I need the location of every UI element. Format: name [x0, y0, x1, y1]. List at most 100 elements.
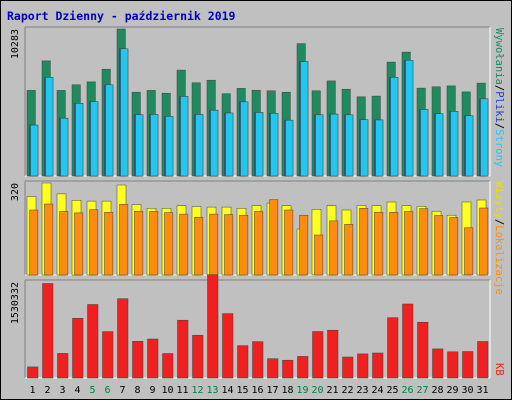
- bar-kb-day-31: [477, 341, 489, 379]
- bar-kb-day-23: [357, 353, 369, 379]
- bar-kb-day-18: [282, 359, 294, 379]
- x-tick-label-17: 17: [266, 385, 278, 396]
- bar-lokalizacje-day-4: [74, 212, 84, 276]
- bar-kb-day-12: [192, 334, 204, 379]
- bar-lokalizacje-day-15: [239, 214, 249, 276]
- bar-lokalizacje-day-19: [299, 214, 309, 276]
- x-tick-label-31: 31: [476, 385, 488, 396]
- bar-kb-day-2: [42, 283, 54, 379]
- mid-legend-item-0: Wizyty: [493, 181, 505, 219]
- bar-lokalizacje-day-13: [209, 213, 219, 276]
- mid-legend: Wizyty/Lokalizacje: [493, 181, 505, 295]
- x-tick-label-21: 21: [326, 385, 338, 396]
- bar-lokalizacje-day-18: [284, 209, 294, 276]
- x-tick-label-1: 1: [29, 385, 35, 396]
- top-ymax-tick: 10283: [10, 29, 21, 59]
- x-tick-label-3: 3: [59, 385, 65, 396]
- bar-strony-day-18: [285, 119, 294, 177]
- x-tick-label-22: 22: [341, 385, 353, 396]
- bar-kb-day-14: [222, 313, 234, 379]
- bar-lokalizacje-day-16: [254, 211, 264, 276]
- bar-strony-day-3: [60, 117, 69, 177]
- bar-strony-day-5: [90, 101, 99, 177]
- x-tick-label-16: 16: [251, 385, 263, 396]
- bar-kb-day-17: [267, 358, 279, 379]
- bar-kb-day-27: [417, 321, 429, 379]
- top-legend-item-1: /: [493, 85, 505, 91]
- mid-legend-item-2: Lokalizacje: [493, 225, 505, 295]
- bar-strony-day-10: [165, 116, 174, 177]
- x-tick-label-8: 8: [134, 385, 140, 396]
- bar-lokalizacje-day-22: [344, 224, 354, 276]
- bar-strony-day-2: [45, 77, 54, 177]
- bar-lokalizacje-day-27: [419, 208, 429, 276]
- bar-kb-day-29: [447, 351, 459, 379]
- bar-lokalizacje-day-30: [464, 227, 474, 276]
- top-legend: Wywołania/Pliki/Strony: [493, 28, 505, 167]
- bot-ymax-tick: 1530332: [10, 282, 21, 324]
- bar-strony-day-26: [405, 60, 414, 177]
- mid-legend-item-1: /: [493, 219, 505, 225]
- bar-lokalizacje-day-3: [59, 211, 69, 276]
- bar-kb-day-4: [72, 318, 84, 379]
- bar-kb-day-11: [177, 319, 189, 379]
- bar-strony-day-20: [315, 114, 324, 177]
- bar-kb-day-26: [402, 303, 414, 379]
- x-tick-label-12: 12: [191, 385, 203, 396]
- bar-lokalizacje-day-14: [224, 214, 234, 276]
- bar-kb-day-1: [27, 366, 39, 379]
- bar-kb-day-15: [237, 345, 249, 379]
- x-tick-label-19: 19: [296, 385, 308, 396]
- bar-strony-day-30: [465, 115, 474, 177]
- bar-kb-day-28: [432, 348, 444, 379]
- bar-strony-day-7: [120, 48, 129, 177]
- bar-lokalizacje-day-28: [434, 215, 444, 276]
- bar-strony-day-17: [270, 113, 279, 177]
- bar-kb-day-22: [342, 356, 354, 379]
- x-tick-label-25: 25: [386, 385, 398, 396]
- bar-kb-day-21: [327, 329, 339, 379]
- bar-strony-day-19: [300, 61, 309, 177]
- bar-kb-day-30: [462, 351, 474, 379]
- x-tick-label-30: 30: [461, 385, 473, 396]
- bar-strony-day-13: [210, 109, 219, 177]
- bar-lokalizacje-day-25: [389, 212, 399, 276]
- top-legend-item-0: Wywołania: [493, 28, 505, 85]
- bar-strony-day-1: [30, 124, 39, 177]
- bar-kb-day-20: [312, 331, 324, 379]
- bar-strony-day-15: [240, 101, 249, 177]
- bar-strony-day-24: [375, 119, 384, 177]
- bar-lokalizacje-day-6: [104, 212, 114, 276]
- bar-kb-day-9: [147, 338, 159, 379]
- x-tick-label-23: 23: [356, 385, 368, 396]
- x-tick-label-5: 5: [89, 385, 95, 396]
- x-tick-label-2: 2: [44, 385, 50, 396]
- bar-lokalizacje-day-23: [359, 208, 369, 276]
- bar-strony-day-29: [450, 111, 459, 177]
- bar-strony-day-25: [390, 77, 399, 177]
- x-tick-label-27: 27: [416, 385, 428, 396]
- bar-strony-day-6: [105, 84, 114, 177]
- bar-kb-day-10: [162, 353, 174, 379]
- x-tick-label-7: 7: [119, 385, 125, 396]
- bar-lokalizacje-day-10: [164, 212, 174, 276]
- bar-kb-day-3: [57, 353, 69, 379]
- x-tick-label-4: 4: [74, 385, 80, 396]
- bar-strony-day-27: [420, 109, 429, 177]
- bar-lokalizacje-day-24: [374, 212, 384, 276]
- top-legend-item-3: /: [493, 123, 505, 129]
- bar-kb-day-5: [87, 304, 99, 379]
- top-legend-item-2: Pliki: [493, 91, 505, 123]
- bar-strony-day-8: [135, 114, 144, 177]
- bar-strony-day-9: [150, 114, 159, 177]
- x-tick-label-9: 9: [149, 385, 155, 396]
- bar-lokalizacje-day-12: [194, 216, 204, 276]
- x-tick-label-28: 28: [431, 385, 443, 396]
- bot-legend: KB: [493, 363, 505, 376]
- bar-strony-day-11: [180, 96, 189, 177]
- bar-lokalizacje-day-20: [314, 234, 324, 276]
- x-tick-label-6: 6: [104, 385, 110, 396]
- bar-strony-day-23: [360, 119, 369, 177]
